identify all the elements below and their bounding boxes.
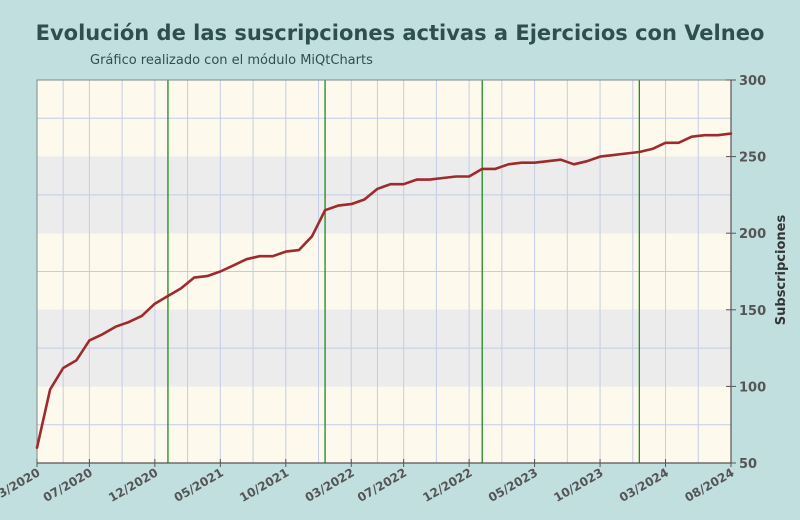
series-line (35, 132, 733, 450)
y-tick-label: 200 (739, 227, 766, 242)
y-tick-label: 300 (739, 74, 766, 89)
x-tick-label: 03/2022 (303, 465, 357, 504)
x-tick-label: 05/2023 (486, 465, 540, 504)
y-axis-label: Subscripciones (774, 215, 789, 326)
x-tick-label: 08/2024 (682, 465, 736, 504)
x-tick-label: 10/2023 (551, 465, 605, 504)
x-tick-label: 03/2024 (617, 465, 671, 504)
x-tick-label: 10/2021 (237, 465, 291, 504)
x-tick-label: 12/2022 (420, 465, 474, 504)
chart-subtitle: Gráfico realizado con el módulo MiQtChar… (90, 53, 373, 68)
y-tick-label: 50 (739, 457, 757, 472)
x-tick-label: 07/2022 (355, 465, 409, 504)
x-tick-label: 05/2021 (172, 465, 226, 504)
y-tick-label: 150 (739, 304, 766, 319)
x-tick-label: 07/2020 (41, 465, 95, 504)
x-tick-label: 03/2020 (0, 465, 43, 504)
x-tick-label: 12/2020 (106, 465, 160, 504)
chart-title: Evolución de las suscripciones activas a… (36, 21, 765, 45)
y-tick-label: 250 (739, 151, 766, 166)
y-tick-label: 100 (739, 380, 766, 395)
